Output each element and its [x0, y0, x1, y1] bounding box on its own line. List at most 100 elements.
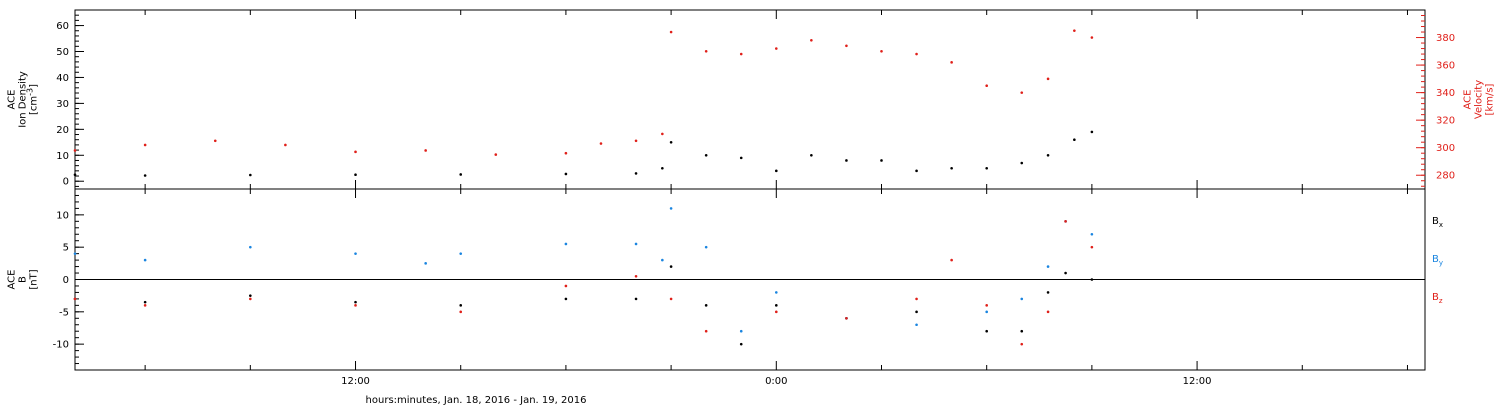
data-point [880, 50, 883, 53]
data-point [1064, 271, 1067, 275]
velocity-axis-ticks: 280 300 320 340 360 380 [1416, 15, 1455, 187]
axis-label-line: [km/s] [1485, 83, 1496, 115]
data-point [73, 149, 77, 152]
y-tick-label: 0 [63, 177, 69, 188]
data-point [73, 252, 77, 255]
data-point [354, 304, 357, 307]
y-tick-label: 380 [1436, 33, 1455, 44]
data-point [704, 153, 708, 157]
data-point [810, 38, 813, 42]
data-point [634, 172, 638, 175]
data-point [669, 30, 673, 34]
data-point [915, 323, 918, 327]
data-point [985, 310, 988, 314]
panel-bottom: -10 -5 0 5 10 ACE B [nT] Bx By Bz [7, 188, 1443, 371]
panel-top-points [73, 29, 1094, 177]
data-point [143, 304, 147, 307]
data-point [661, 132, 664, 136]
data-point [459, 304, 463, 307]
legend: Bx By Bz [1432, 216, 1443, 305]
data-point [704, 329, 708, 333]
data-point [354, 252, 357, 255]
data-point [249, 297, 252, 301]
x-axis-label: hours:minutes, Jan. 18, 2016 - Jan. 19, … [366, 395, 587, 406]
data-point [774, 304, 778, 307]
x-tick-label: 12:00 [1183, 376, 1212, 387]
data-point [213, 139, 217, 143]
data-point [1090, 278, 1094, 281]
y-tick-label: 5 [63, 243, 69, 254]
data-point [1046, 265, 1050, 268]
legend-entry: By [1432, 254, 1443, 267]
data-point [564, 284, 568, 288]
data-point [599, 142, 603, 145]
data-point [143, 258, 147, 262]
data-point [1064, 220, 1067, 223]
data-point [774, 47, 778, 50]
axis-label-line: ACE [7, 270, 18, 290]
data-point [774, 169, 778, 173]
data-point [950, 166, 953, 170]
data-point [354, 300, 357, 304]
data-point [739, 342, 743, 346]
axis-label-line: ACE [1463, 90, 1474, 110]
b-axis-ticks: -10 -5 0 5 10 [53, 194, 84, 365]
data-point [1020, 161, 1024, 165]
data-point [669, 141, 673, 144]
data-point [704, 50, 708, 53]
data-point [494, 153, 498, 156]
data-point [634, 242, 638, 246]
data-point [880, 159, 883, 162]
data-point [73, 173, 77, 177]
x-tick-label: 12:00 [341, 376, 370, 387]
data-point [249, 245, 252, 249]
y-tick-label: 360 [1436, 61, 1455, 72]
axis-label-line: [cm-3] [26, 84, 40, 115]
velocity-axis-label: ACE Velocity [km/s] [1463, 80, 1496, 119]
data-point [1090, 232, 1094, 236]
data-point [634, 139, 638, 143]
y-tick-label: 50 [56, 47, 69, 58]
panel-top-frame [74, 9, 1426, 190]
data-point [459, 252, 463, 255]
data-point [1046, 77, 1050, 81]
data-point [459, 310, 463, 314]
data-point [845, 44, 848, 48]
data-point [1046, 153, 1050, 157]
data-point [985, 84, 988, 88]
data-point [143, 300, 147, 304]
data-point [1073, 138, 1076, 142]
data-point [915, 52, 918, 56]
y-tick-label: 340 [1436, 88, 1455, 99]
data-point [985, 304, 988, 307]
data-point [564, 242, 568, 246]
y-tick-label: 280 [1436, 171, 1455, 182]
data-point [73, 297, 77, 301]
data-point [704, 245, 708, 249]
y-tick-label: 20 [56, 125, 69, 136]
y-tick-label: 320 [1436, 116, 1455, 127]
data-point [669, 207, 673, 210]
data-point [950, 61, 953, 64]
x-axis-ticks: 12:00 0:00 12:00 [144, 10, 1408, 387]
data-point [1090, 245, 1094, 249]
data-point [354, 173, 357, 177]
density-axis-ticks: 0 10 20 30 40 50 60 [56, 14, 84, 188]
data-point [704, 304, 708, 307]
data-point [1020, 329, 1024, 333]
data-point [634, 274, 638, 278]
y-tick-label: 40 [56, 73, 69, 84]
b-axis-label: ACE B [nT] [7, 269, 40, 289]
legend-entry: Bx [1432, 216, 1443, 229]
data-point [249, 294, 252, 297]
data-point [915, 297, 918, 301]
y-tick-label: -5 [59, 307, 69, 318]
y-tick-label: -10 [53, 340, 69, 351]
y-tick-label: 0 [63, 275, 69, 286]
data-point [459, 173, 463, 176]
data-point [774, 310, 778, 314]
data-point [1020, 342, 1024, 346]
data-point [1090, 36, 1094, 39]
